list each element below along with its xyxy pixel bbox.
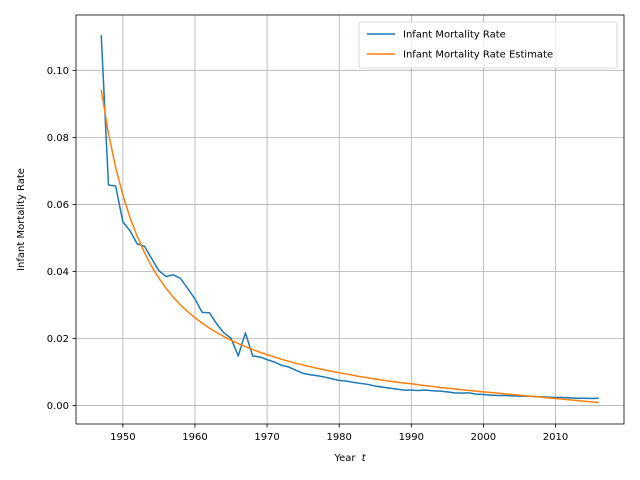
legend-label: Infant Mortality Rate [403,30,506,41]
plot-frame [75,14,625,425]
y-tick-label: 0.02 [47,334,69,345]
series-line-observed [100,35,599,400]
y-tick-label: 0.08 [47,133,69,144]
y-tick-label: 0.04 [47,267,69,278]
y-tick-label: 0.00 [47,401,69,412]
series-line-estimate [100,89,599,404]
y-tick-label: 0.10 [47,66,69,77]
x-axis-label-variable: t [362,453,367,464]
x-tick-label: 1980 [326,432,351,443]
y-axis-label: Infant Mortality Rate [16,168,27,271]
legend-label: Infant Mortality Rate Estimate [403,50,553,61]
x-axis-label: Year t [333,453,366,464]
y-axis: 0.00 0.02 0.04 0.06 0.08 0.10 [47,66,76,412]
legend: Infant Mortality Rate Infant Mortality Ra… [358,21,618,69]
x-tick-label: 1970 [254,432,279,443]
x-tick-label: 2010 [543,432,568,443]
x-axis-label-text: Year [333,453,356,464]
x-tick-label: 2000 [471,432,496,443]
y-tick-label: 0.06 [47,200,69,211]
series-layer [100,35,599,404]
x-axis: 1950 1960 1970 1980 1990 2000 2010 [110,424,568,443]
grid [76,15,624,424]
x-tick-label: 1960 [182,432,207,443]
x-tick-label: 1990 [399,432,424,443]
x-tick-label: 1950 [110,432,135,443]
legend-box [358,21,618,69]
